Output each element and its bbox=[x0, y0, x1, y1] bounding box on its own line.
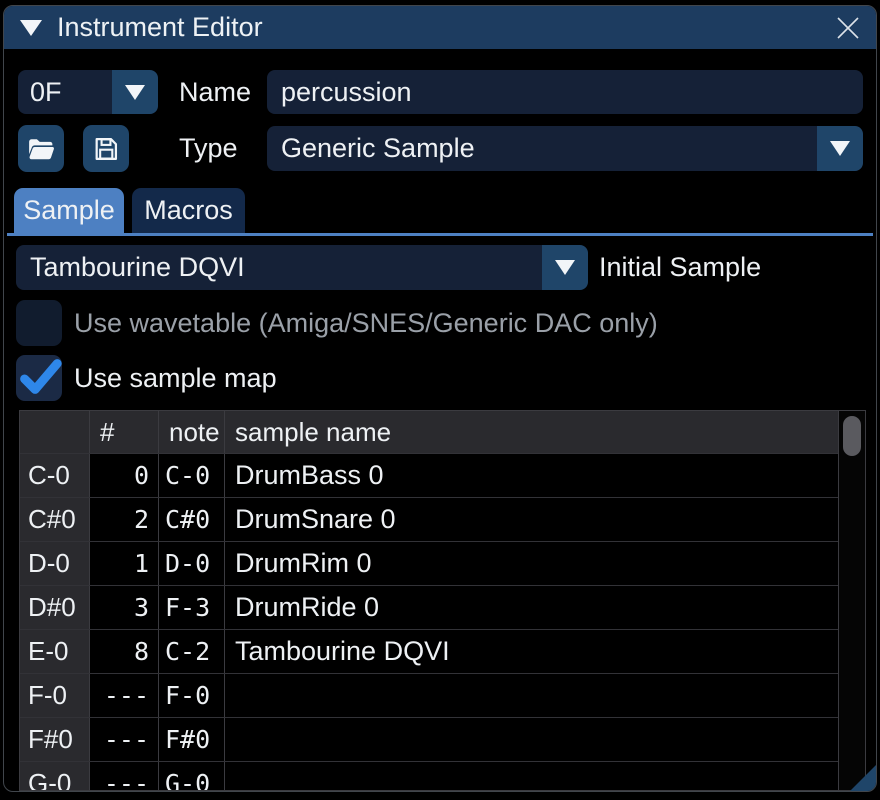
tab-sample[interactable]: Sample bbox=[14, 188, 124, 233]
type-label: Type bbox=[179, 133, 238, 163]
row-index[interactable]: --- bbox=[90, 674, 159, 717]
header-note: note bbox=[159, 411, 225, 453]
row-sample-name[interactable]: DrumSnare 0 bbox=[235, 504, 396, 534]
header-key bbox=[20, 411, 90, 453]
row-key: E-0 bbox=[20, 630, 90, 673]
use-wavetable-label: Use wavetable (Amiga/SNES/Generic DAC on… bbox=[74, 307, 658, 338]
row-index[interactable]: 1 bbox=[90, 542, 159, 585]
header-sample-name: sample name bbox=[235, 416, 392, 447]
row-index[interactable]: --- bbox=[90, 718, 159, 761]
row-note[interactable]: F-3 bbox=[159, 586, 225, 629]
instrument-editor-window: Instrument Editor 0F Name percussion bbox=[3, 5, 877, 792]
collapse-triangle-icon[interactable] bbox=[20, 19, 42, 36]
instrument-number-combo[interactable]: 0F bbox=[18, 70, 158, 114]
row-sample-name[interactable]: Tambourine DQVI bbox=[235, 636, 450, 666]
table-row[interactable]: D#0 3 F-3 DrumRide 0 bbox=[20, 585, 838, 629]
table-row[interactable]: D-0 1 D-0 DrumRim 0 bbox=[20, 541, 838, 585]
row-note[interactable]: C#0 bbox=[159, 498, 225, 541]
name-input[interactable]: percussion bbox=[267, 70, 863, 114]
table-row[interactable]: F#0 --- F#0 bbox=[20, 717, 838, 761]
row-key: D#0 bbox=[20, 586, 90, 629]
row-index[interactable]: 0 bbox=[90, 454, 159, 497]
row-sample-name[interactable]: DrumRim 0 bbox=[235, 548, 372, 578]
use-sample-map-label: Use sample map bbox=[74, 362, 277, 393]
table-header-row: # note sample name bbox=[20, 411, 838, 453]
table-row[interactable]: C#0 2 C#0 DrumSnare 0 bbox=[20, 497, 838, 541]
row-sample-name[interactable] bbox=[225, 762, 838, 790]
titlebar[interactable]: Instrument Editor bbox=[4, 6, 876, 49]
resize-grip-icon[interactable] bbox=[850, 765, 876, 791]
row-note[interactable]: F#0 bbox=[159, 718, 225, 761]
instrument-number-dropdown-button[interactable] bbox=[112, 70, 158, 114]
row-key: F-0 bbox=[20, 674, 90, 717]
row-key: G-0 bbox=[20, 762, 90, 790]
sample-map-rows: C-0 0 C-0 DrumBass 0 C#0 2 C#0 DrumSnare 0 D-0 1 D… bbox=[20, 453, 838, 790]
name-label: Name bbox=[179, 76, 252, 107]
open-folder-icon bbox=[29, 138, 54, 159]
initial-sample-dropdown-button[interactable] bbox=[542, 245, 588, 290]
row-key: C#0 bbox=[20, 498, 90, 541]
table-row[interactable]: C-0 0 C-0 DrumBass 0 bbox=[20, 453, 838, 497]
row-note[interactable]: C-2 bbox=[159, 630, 225, 673]
row-index[interactable]: --- bbox=[90, 762, 159, 790]
row-sample-name[interactable] bbox=[225, 718, 838, 761]
tab-macros[interactable]: Macros bbox=[132, 188, 245, 233]
row-key: D-0 bbox=[20, 542, 90, 585]
close-button[interactable] bbox=[830, 11, 866, 45]
type-select[interactable]: Generic Sample bbox=[267, 126, 863, 171]
tab-underline bbox=[7, 233, 873, 236]
name-value: percussion bbox=[281, 76, 412, 107]
table-row[interactable]: E-0 8 C-2 Tambourine DQVI bbox=[20, 629, 838, 673]
row-sample-name[interactable]: DrumRide 0 bbox=[235, 592, 380, 622]
row-note[interactable]: G-0 bbox=[159, 762, 225, 790]
row-key: C-0 bbox=[20, 454, 90, 497]
table-row[interactable]: G-0 --- G-0 bbox=[20, 761, 838, 790]
initial-sample-label: Initial Sample bbox=[599, 252, 762, 282]
save-instrument-button[interactable] bbox=[83, 125, 129, 172]
initial-sample-value: Tambourine DQVI bbox=[30, 252, 245, 282]
type-value: Generic Sample bbox=[281, 133, 475, 163]
instrument-number-value: 0F bbox=[30, 76, 62, 107]
floppy-disk-icon bbox=[95, 137, 118, 160]
table-scrollbar[interactable] bbox=[838, 411, 865, 790]
sample-map-grid: # note sample name C-0 0 C-0 DrumBass 0 C#0 2… bbox=[20, 411, 838, 790]
initial-sample-select[interactable]: Tambourine DQVI bbox=[16, 245, 588, 290]
tab-macros-label: Macros bbox=[144, 195, 233, 225]
row-sample-name[interactable]: DrumBass 0 bbox=[235, 460, 384, 490]
open-instrument-button[interactable] bbox=[18, 125, 64, 172]
row-index[interactable]: 2 bbox=[90, 498, 159, 541]
sample-map-table: # note sample name C-0 0 C-0 DrumBass 0 C#0 2… bbox=[19, 410, 866, 791]
table-row[interactable]: F-0 --- F-0 bbox=[20, 673, 838, 717]
row-note[interactable]: D-0 bbox=[159, 542, 225, 585]
header-index: # bbox=[90, 411, 159, 453]
row-note[interactable]: F-0 bbox=[159, 674, 225, 717]
row-index[interactable]: 3 bbox=[90, 586, 159, 629]
type-dropdown-button[interactable] bbox=[817, 126, 863, 171]
row-sample-name[interactable] bbox=[225, 674, 838, 717]
chevron-down-icon bbox=[830, 141, 850, 156]
use-wavetable-checkbox[interactable] bbox=[16, 300, 62, 346]
chevron-down-icon bbox=[555, 260, 575, 275]
use-sample-map-checkbox[interactable] bbox=[16, 355, 62, 401]
tab-sample-label: Sample bbox=[23, 195, 115, 225]
row-key: F#0 bbox=[20, 718, 90, 761]
row-index[interactable]: 8 bbox=[90, 630, 159, 673]
close-icon bbox=[837, 17, 859, 39]
check-icon bbox=[20, 359, 62, 394]
window-title: Instrument Editor bbox=[57, 12, 263, 42]
scrollbar-thumb[interactable] bbox=[843, 416, 861, 456]
row-note[interactable]: C-0 bbox=[159, 454, 225, 497]
chevron-down-icon bbox=[125, 84, 145, 100]
